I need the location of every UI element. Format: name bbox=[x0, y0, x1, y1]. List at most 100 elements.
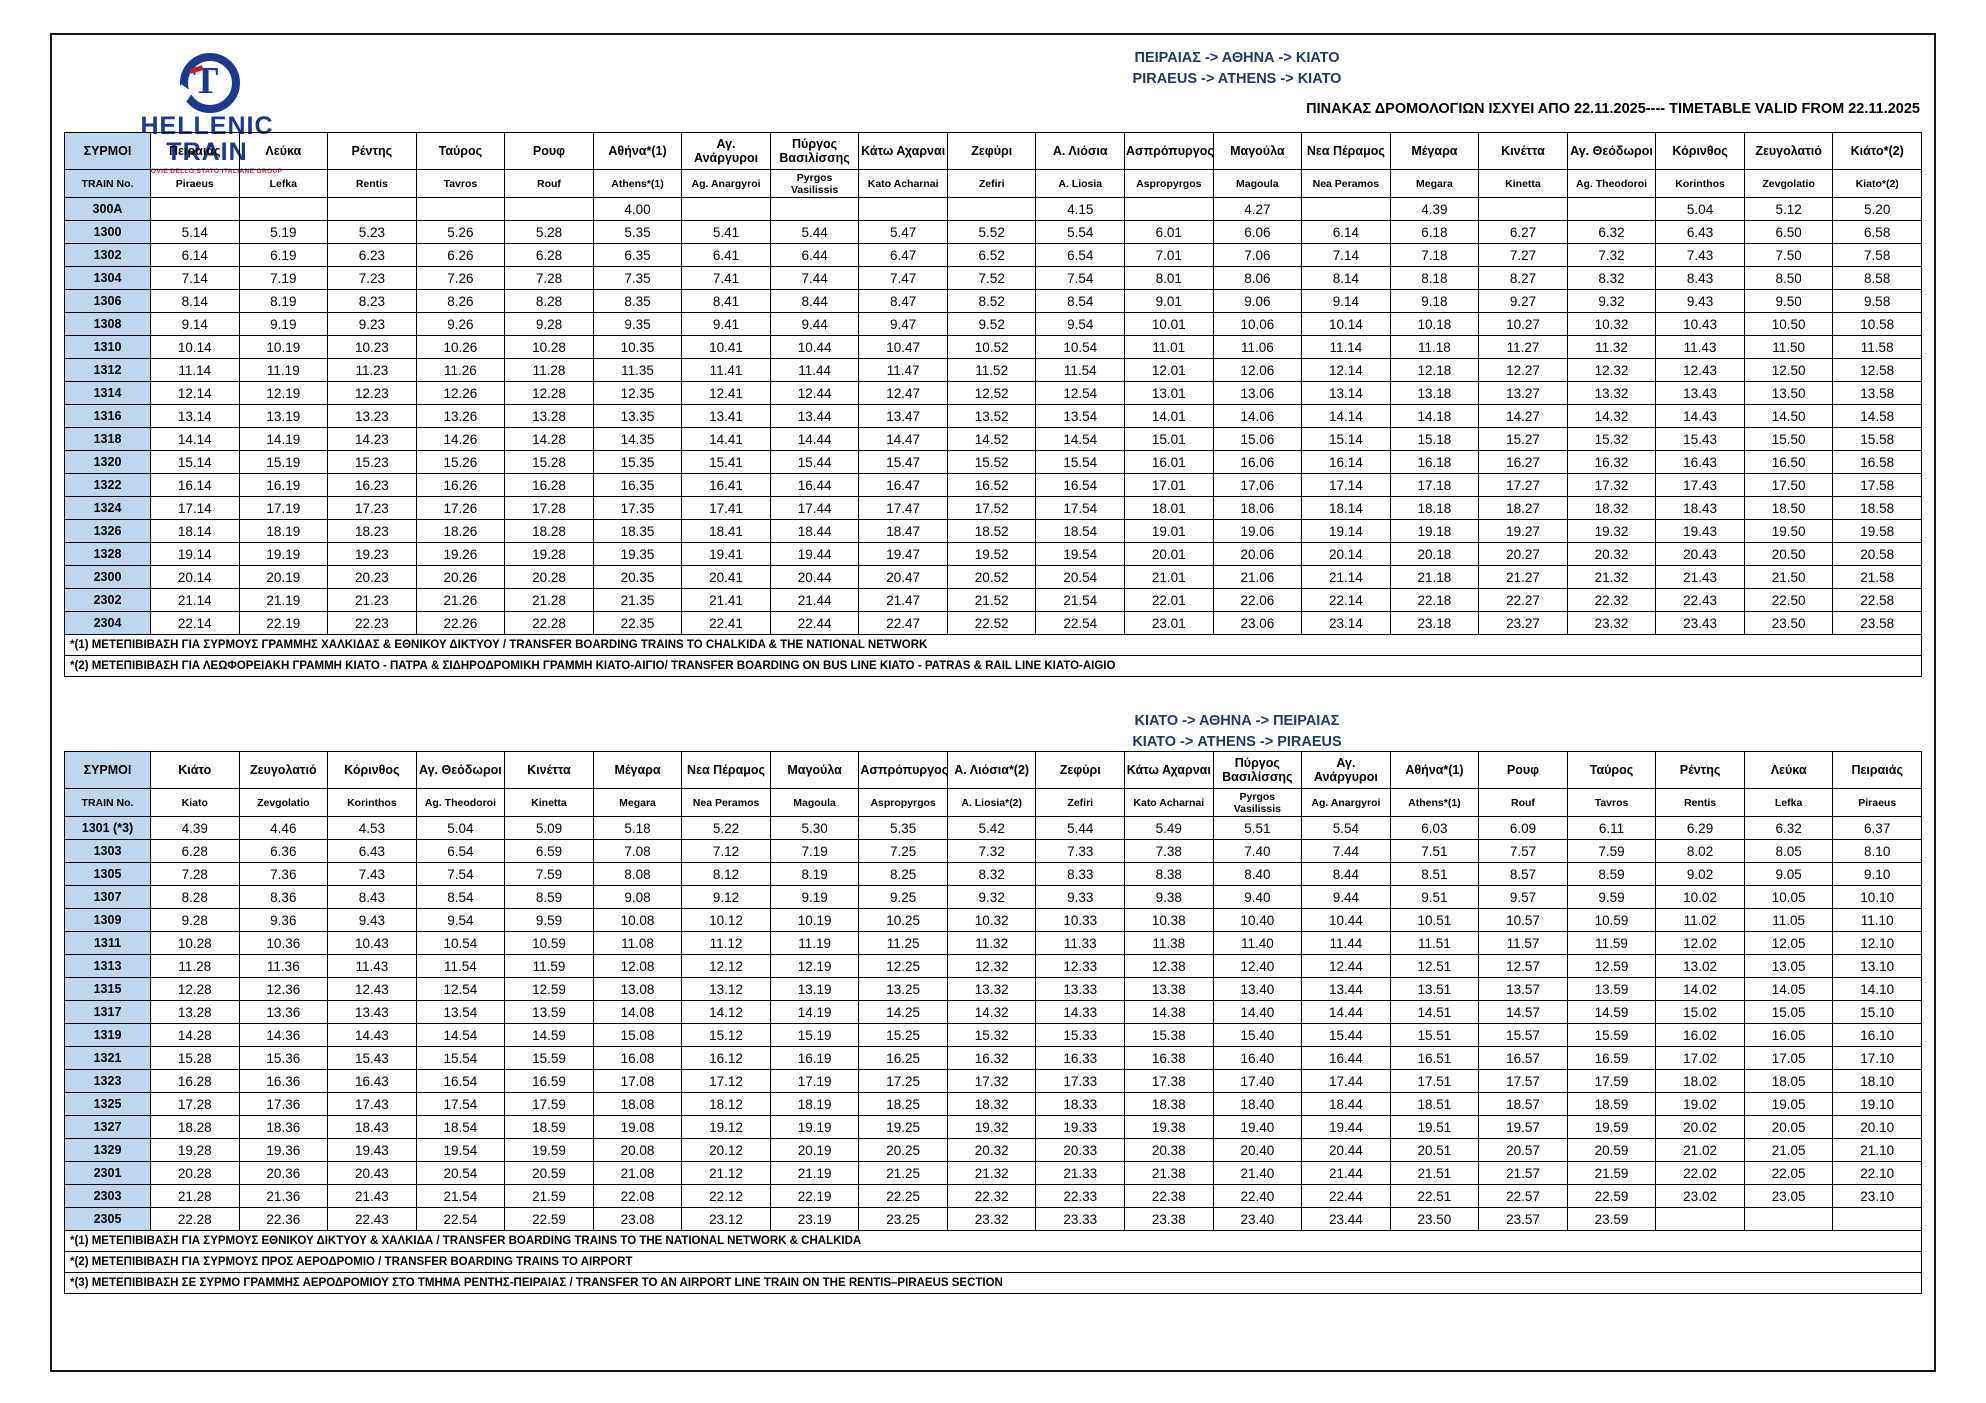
time-cell: 15.27 bbox=[1478, 427, 1568, 451]
time-cell: 22.05 bbox=[1743, 1161, 1834, 1185]
time-cell: 15.19 bbox=[769, 1023, 860, 1047]
time-cell: 18.50 bbox=[1743, 496, 1834, 520]
time-cell: 17.50 bbox=[1743, 473, 1834, 497]
time-cell: 7.32 bbox=[946, 839, 1037, 863]
time-cell: 8.26 bbox=[415, 289, 506, 313]
time-cell: 23.01 bbox=[1124, 611, 1214, 635]
time-cell: 22.06 bbox=[1212, 588, 1303, 612]
train-row: 1300 5.14 5.19 5.23 5.26 5.28 5.35 5.41 5.44 5.47… bbox=[64, 220, 1922, 244]
time-cell: 23.44 bbox=[1301, 1207, 1391, 1231]
time-cell: 22.59 bbox=[1566, 1184, 1657, 1208]
time-cell: 18.28 bbox=[150, 1115, 240, 1139]
time-cell: 7.33 bbox=[1035, 839, 1126, 863]
time-cell: 12.47 bbox=[858, 381, 948, 405]
footnote: *(2) ΜΕΤΕΠΙΒΙΒΑΣΗ ΓΙΑ ΛΕΩΦΟΡΕΙΑΚΗ ΓΡΑΜΜΗ… bbox=[65, 655, 1921, 676]
time-cell: 22.12 bbox=[681, 1184, 771, 1208]
time-cell: 9.05 bbox=[1743, 862, 1834, 886]
time-cell: 13.51 bbox=[1389, 977, 1480, 1001]
time-cell: 11.44 bbox=[769, 358, 860, 382]
time-cell: 13.59 bbox=[1566, 977, 1657, 1001]
time-cell: 22.47 bbox=[858, 611, 948, 635]
time-cell: 17.43 bbox=[327, 1092, 417, 1116]
time-cell: 9.23 bbox=[327, 312, 417, 336]
time-cell: 22.19 bbox=[238, 611, 329, 635]
time-cell: 9.10 bbox=[1832, 862, 1922, 886]
station-header-greek: Ζεφύρι bbox=[1035, 751, 1126, 789]
time-cell: 9.54 bbox=[415, 908, 506, 932]
time-cell: 20.47 bbox=[858, 565, 948, 589]
time-cell: 8.40 bbox=[1212, 862, 1303, 886]
time-cell: 20.40 bbox=[1212, 1138, 1303, 1162]
time-cell: 18.43 bbox=[1655, 496, 1745, 520]
station-header-english: Rentis bbox=[1655, 788, 1745, 817]
time-cell: 13.47 bbox=[858, 404, 948, 428]
time-cell: 16.10 bbox=[1832, 1023, 1922, 1047]
time-cell: 19.40 bbox=[1212, 1115, 1303, 1139]
time-cell: 15.25 bbox=[858, 1023, 948, 1047]
station-header-english: Tavros bbox=[415, 169, 506, 198]
time-cell: 23.32 bbox=[946, 1207, 1037, 1231]
time-cell: 18.10 bbox=[1832, 1069, 1922, 1093]
time-cell: 7.27 bbox=[1478, 243, 1568, 267]
train-row: 1301 (*3) 4.39 4.46 4.53 5.04 5.09 5.18 5.22 5.3… bbox=[64, 816, 1922, 840]
time-cell: 18.06 bbox=[1212, 496, 1303, 520]
time-cell: 8.32 bbox=[1566, 266, 1657, 290]
time-cell: 16.27 bbox=[1478, 450, 1568, 474]
time-cell: 10.59 bbox=[1566, 908, 1657, 932]
station-header-english: Ag. Theodoroi bbox=[415, 788, 506, 817]
time-cell: 5.41 bbox=[681, 220, 771, 244]
train-row: 2304 22.14 22.19 22.23 22.26 22.28 22.35 22.41 2… bbox=[64, 611, 1922, 635]
time-cell: 11.50 bbox=[1743, 335, 1834, 359]
time-cell: 16.28 bbox=[504, 473, 594, 497]
time-cell: 21.43 bbox=[1655, 565, 1745, 589]
time-cell: 14.54 bbox=[1035, 427, 1126, 451]
time-cell: 19.02 bbox=[1655, 1092, 1745, 1116]
time-cell: 22.08 bbox=[592, 1184, 683, 1208]
time-cell: 16.41 bbox=[681, 473, 771, 497]
time-cell: 21.33 bbox=[1035, 1161, 1126, 1185]
time-cell: 14.02 bbox=[1655, 977, 1745, 1001]
train-row: 1310 10.14 10.19 10.23 10.26 10.28 10.35 10.41 1… bbox=[64, 335, 1922, 359]
time-cell: 18.51 bbox=[1389, 1092, 1480, 1116]
station-header-english: Kato Acharnai bbox=[1124, 788, 1214, 817]
time-cell: 16.32 bbox=[946, 1046, 1037, 1070]
table1-title-english: PIRAEUS -> ATHENS -> KIATO bbox=[1132, 71, 1342, 87]
time-cell: 18.12 bbox=[681, 1092, 771, 1116]
station-header-greek: Ρέντης bbox=[327, 132, 417, 170]
time-cell: 12.32 bbox=[946, 954, 1037, 978]
time-cell: 12.28 bbox=[504, 381, 594, 405]
time-cell: 12.32 bbox=[1566, 358, 1657, 382]
time-cell: 14.06 bbox=[1212, 404, 1303, 428]
time-cell: 15.28 bbox=[504, 450, 594, 474]
time-cell: 10.28 bbox=[504, 335, 594, 359]
train-row: 1308 9.14 9.19 9.23 9.26 9.28 9.35 9.41 9.44 9.47… bbox=[64, 312, 1922, 336]
time-cell: 8.38 bbox=[1124, 862, 1214, 886]
time-cell: 21.44 bbox=[1301, 1161, 1391, 1185]
time-cell: 15.28 bbox=[150, 1046, 240, 1070]
time-cell: 18.02 bbox=[1655, 1069, 1745, 1093]
train-row: 1315 12.28 12.36 12.43 12.54 12.59 13.08 13.12 1… bbox=[64, 977, 1922, 1001]
time-cell: 9.40 bbox=[1212, 885, 1303, 909]
time-cell: 16.28 bbox=[150, 1069, 240, 1093]
time-cell: 14.50 bbox=[1743, 404, 1834, 428]
time-cell: 16.47 bbox=[858, 473, 948, 497]
time-cell: 23.05 bbox=[1743, 1184, 1834, 1208]
time-cell: 16.32 bbox=[1566, 450, 1657, 474]
time-cell: 6.32 bbox=[1743, 816, 1834, 840]
time-cell: 13.32 bbox=[1566, 381, 1657, 405]
time-cell: 10.32 bbox=[1566, 312, 1657, 336]
time-cell: 13.01 bbox=[1124, 381, 1214, 405]
time-cell: 22.32 bbox=[946, 1184, 1037, 1208]
time-cell: 17.51 bbox=[1389, 1069, 1480, 1093]
time-cell: 23.40 bbox=[1212, 1207, 1303, 1231]
time-cell: 22.54 bbox=[1035, 611, 1126, 635]
station-header-greek: Κάτω Αχαρναι bbox=[858, 132, 948, 170]
time-cell: 13.33 bbox=[1035, 977, 1126, 1001]
train-row: 1309 9.28 9.36 9.43 9.54 9.59 10.08 10.12 10.19 1… bbox=[64, 908, 1922, 932]
time-cell: 7.26 bbox=[415, 266, 506, 290]
station-header-english: Nea Peramos bbox=[1301, 169, 1391, 198]
time-cell: 11.51 bbox=[1389, 931, 1480, 955]
time-cell: 17.59 bbox=[504, 1092, 594, 1116]
time-cell: 4.46 bbox=[238, 816, 329, 840]
